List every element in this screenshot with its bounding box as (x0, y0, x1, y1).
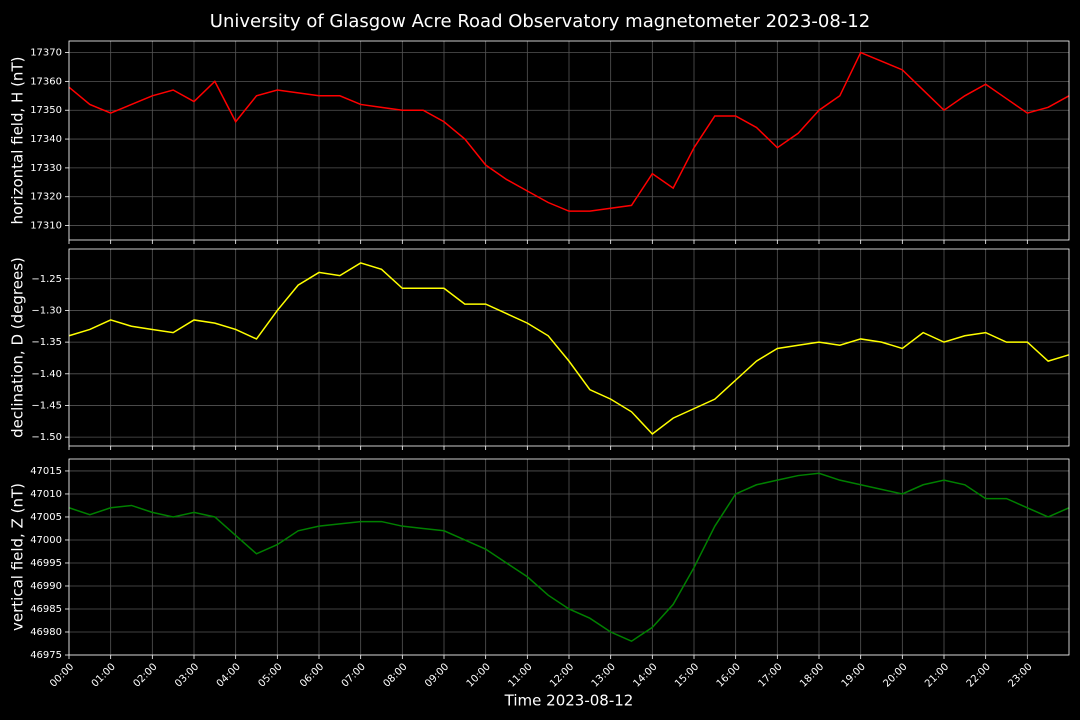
y-tick-label: 17310 (30, 221, 62, 232)
x-tick-label: 02:00 (131, 661, 159, 689)
y-tick-label: 46995 (30, 558, 62, 569)
y-tick-label: −1.25 (31, 274, 62, 285)
x-tick-label: 19:00 (840, 661, 868, 689)
x-tick-label: 12:00 (548, 661, 576, 689)
x-tick-label: 08:00 (381, 661, 409, 689)
y-tick-label: 46990 (30, 581, 62, 592)
data-line (68, 472, 1070, 643)
y-tick-label: 17340 (30, 134, 62, 145)
y-tick-label: 17370 (30, 48, 62, 59)
data-line (68, 51, 1070, 212)
figure-title: University of Glasgow Acre Road Observat… (210, 11, 870, 32)
x-tick-label: 14:00 (631, 661, 659, 689)
x-tick-label: 06:00 (298, 661, 326, 689)
x-tick-label: 03:00 (173, 661, 201, 689)
x-tick-label: 17:00 (756, 661, 784, 689)
x-tick-label: 16:00 (715, 661, 743, 689)
axes-frame (68, 248, 1070, 447)
y-tick-label: −1.40 (31, 369, 62, 380)
y-tick-label: 47015 (30, 466, 62, 477)
y-tick-label: 47005 (30, 512, 62, 523)
x-tick-label: 13:00 (590, 661, 618, 689)
x-tick-label: 22:00 (965, 661, 993, 689)
x-tick-label: 00:00 (48, 661, 76, 689)
axes-frame (68, 40, 1070, 241)
y-tick-label: −1.50 (31, 432, 62, 443)
y-axis-label: declination, D (degrees) (9, 257, 27, 438)
x-tick-label: 01:00 (90, 661, 118, 689)
y-tick-label: 17320 (30, 192, 62, 203)
x-tick-label: 15:00 (673, 661, 701, 689)
y-tick-label: 46985 (30, 604, 62, 615)
x-tick-label: 20:00 (881, 661, 909, 689)
axes-frame (68, 458, 1070, 656)
x-tick-label: 23:00 (1006, 661, 1034, 689)
y-tick-label: 47000 (30, 535, 62, 546)
x-tick-label: 21:00 (923, 661, 951, 689)
y-tick-label: 17350 (30, 105, 62, 116)
x-tick-label: 04:00 (215, 661, 243, 689)
x-tick-label: 07:00 (340, 661, 368, 689)
y-axis-label: vertical field, Z (nT) (9, 483, 27, 631)
y-tick-label: 46975 (30, 650, 62, 661)
y-tick-label: −1.35 (31, 337, 62, 348)
y-tick-label: 17330 (30, 163, 62, 174)
x-tick-label: 10:00 (465, 661, 493, 689)
y-tick-label: −1.45 (31, 400, 62, 411)
x-tick-label: 18:00 (798, 661, 826, 689)
x-tick-label: 09:00 (423, 661, 451, 689)
y-tick-label: 47010 (30, 489, 62, 500)
y-tick-label: 17360 (30, 76, 62, 87)
y-tick-label: 46980 (30, 627, 62, 638)
x-axis-label: Time 2023-08-12 (504, 692, 634, 710)
x-tick-label: 05:00 (256, 661, 284, 689)
y-axis-label: horizontal field, H (nT) (9, 57, 27, 225)
y-tick-label: −1.30 (31, 305, 62, 316)
data-line (68, 262, 1070, 435)
x-tick-label: 11:00 (506, 661, 534, 689)
